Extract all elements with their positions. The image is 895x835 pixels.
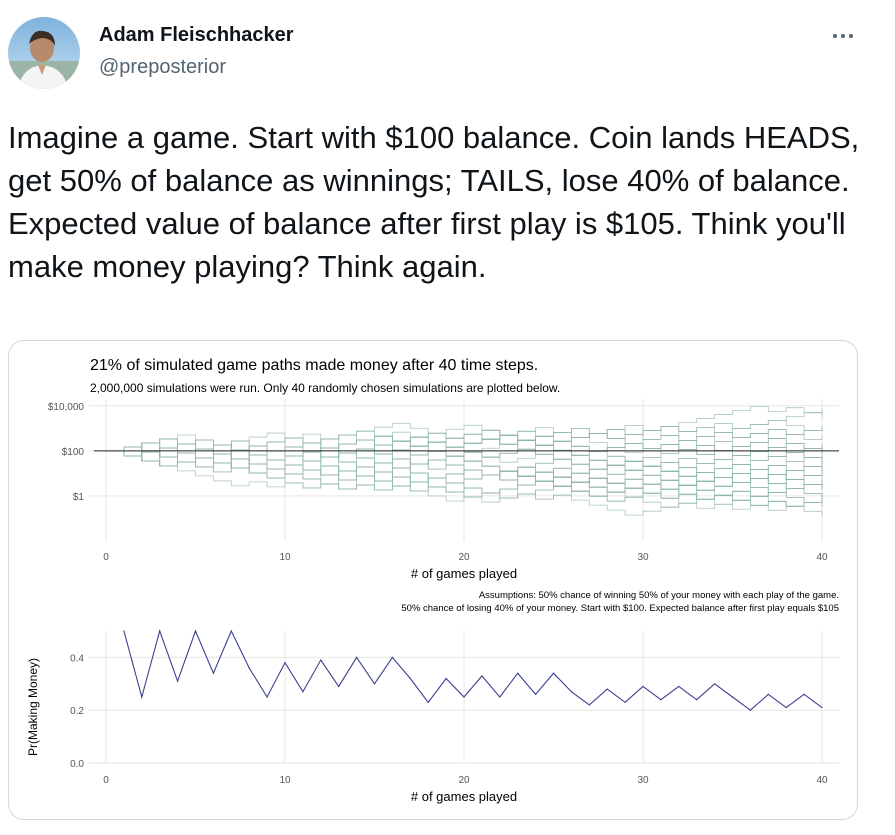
chart2-y-tick-label: 0.2	[70, 706, 84, 717]
probability-data-point	[302, 691, 304, 693]
probability-data-point	[481, 675, 483, 677]
chart2-x-tick-label: 30	[637, 775, 649, 786]
probability-data-point	[212, 672, 214, 674]
chart2-y-tick-label: 0.0	[70, 759, 84, 770]
chart2-y-axis-label: Pr(Making Money)	[26, 658, 40, 756]
probability-data-point	[535, 693, 537, 695]
probability-data-point	[230, 630, 232, 632]
simulation-path	[106, 420, 823, 458]
chart1-caption-line2: 50% chance of losing 40% of your money. …	[401, 603, 839, 614]
probability-data-point	[194, 630, 197, 632]
probability-data-point	[284, 662, 286, 664]
probability-data-point	[266, 696, 268, 698]
chart2-x-tick-label: 10	[279, 775, 291, 786]
probability-data-point	[177, 680, 179, 682]
chart1-title: 21% of simulated game paths made money a…	[90, 357, 538, 374]
chart1-x-tick-label: 40	[816, 552, 828, 563]
probability-data-point	[248, 667, 250, 669]
more-button[interactable]	[826, 22, 860, 50]
chart1-y-tick-label: $100	[62, 447, 85, 458]
probability-data-point	[696, 699, 698, 701]
probability-data-point	[731, 696, 734, 698]
chart-image-card[interactable]: 21% of simulated game paths made money a…	[8, 340, 858, 820]
probability-data-point	[373, 683, 376, 685]
probability-data-point	[338, 685, 340, 688]
probability-data-point	[159, 630, 161, 632]
probability-series-line	[123, 629, 823, 711]
probability-data-point	[356, 656, 358, 658]
simulation-path	[106, 449, 823, 482]
probability-data-point	[678, 685, 680, 688]
probability-data-point	[141, 696, 143, 698]
probability-data-point	[803, 693, 805, 695]
probability-data-point	[320, 659, 322, 661]
probability-data-point	[499, 696, 501, 698]
chart1-subtitle: 2,000,000 simulations were run. Only 40 …	[90, 381, 560, 395]
more-horizontal-icon	[833, 34, 853, 38]
chart1-caption-line1: Assumptions: 50% chance of winning 50% o…	[479, 590, 839, 601]
simulation-paths-chart: 0 10 20 30 40 $10,000 $100 $1 # of games played	[48, 399, 839, 581]
probability-data-point	[123, 630, 125, 632]
simulation-path	[106, 436, 823, 482]
probability-data-point	[767, 693, 769, 695]
avatar-photo	[8, 17, 80, 89]
chart2-x-axis-label: # of games played	[411, 789, 517, 804]
probability-data-point	[785, 706, 787, 709]
chart1-x-axis-label: # of games played	[411, 566, 517, 581]
chart1-x-tick-label: 20	[458, 552, 470, 563]
probability-data-point	[445, 677, 447, 680]
probability-chart: 0 10 20 30 40 0.0 0.2 0.4 # of games played Pr(Ma…	[26, 629, 839, 804]
tweet-text: Imagine a game. Start with $100 balance.…	[8, 120, 860, 284]
probability-data-point	[427, 701, 429, 703]
chart2-x-tick-label: 20	[458, 775, 470, 786]
chart2-y-tick-label: 0.4	[70, 653, 84, 664]
probability-data-point	[552, 672, 555, 674]
probability-data-point	[660, 699, 662, 701]
probability-data-point	[642, 685, 644, 688]
probability-data-point	[714, 683, 716, 685]
chart1-x-tick-label: 10	[279, 552, 291, 563]
chart-figure: 21% of simulated game paths made money a…	[26, 357, 839, 804]
chart2-x-tick-label: 0	[103, 775, 109, 786]
probability-data-point	[606, 688, 608, 690]
probability-data-point	[409, 677, 411, 680]
chart1-x-tick-label: 0	[103, 552, 109, 563]
probability-data-point	[749, 709, 752, 711]
author-handle[interactable]: @preposterior	[99, 56, 227, 78]
chart1-y-tick-label: $10,000	[48, 402, 85, 413]
probability-data-point	[517, 672, 519, 674]
chart1-y-tick-label: $1	[73, 492, 85, 503]
probability-data-point	[463, 696, 465, 698]
chart2-x-tick-label: 40	[816, 775, 828, 786]
probability-data-point	[624, 701, 626, 703]
avatar[interactable]	[8, 17, 80, 89]
probability-data-point	[570, 691, 573, 693]
probability-data-point	[391, 656, 393, 658]
chart1-x-tick-label: 30	[637, 552, 649, 563]
probability-data-point	[821, 706, 823, 709]
probability-data-point	[588, 704, 590, 706]
author-name[interactable]: Adam Fleischhacker	[99, 24, 294, 46]
